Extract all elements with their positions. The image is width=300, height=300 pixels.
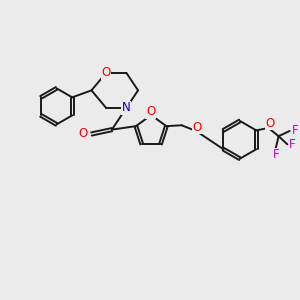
Text: O: O — [101, 66, 111, 80]
Text: F: F — [272, 148, 279, 161]
Text: O: O — [78, 127, 87, 140]
Text: F: F — [292, 124, 298, 137]
Text: F: F — [289, 138, 296, 151]
Text: N: N — [122, 101, 131, 114]
Text: O: O — [192, 121, 201, 134]
Text: O: O — [146, 105, 155, 118]
Text: O: O — [265, 117, 274, 130]
